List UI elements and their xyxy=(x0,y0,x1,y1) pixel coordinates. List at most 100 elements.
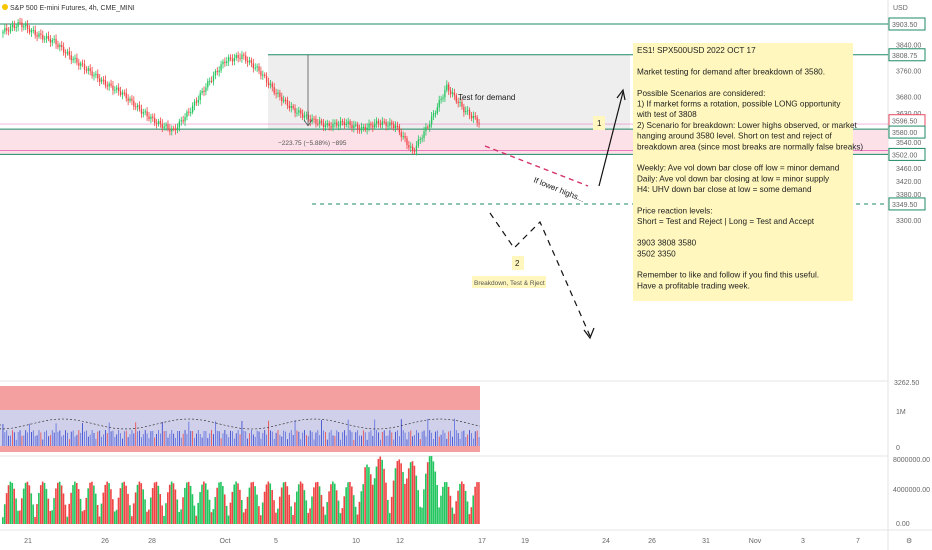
candle-body xyxy=(7,30,10,32)
volume-bar xyxy=(58,481,61,524)
candle-body xyxy=(256,66,258,68)
volume-bar xyxy=(51,510,53,524)
volume-bar xyxy=(419,506,421,524)
candle-body xyxy=(246,61,249,63)
candles-layer xyxy=(2,17,480,156)
analysis-note[interactable]: ES1! SPX500USD 2022 OCT 17 Market testing… xyxy=(633,43,863,301)
volume-bar xyxy=(347,482,349,524)
volume-bar xyxy=(144,499,146,524)
candle-body xyxy=(210,80,213,82)
volume-bar xyxy=(96,504,99,524)
price-tag-box-4 xyxy=(888,147,926,161)
candle-body xyxy=(57,44,59,48)
volume-bar xyxy=(110,489,112,524)
volume-bar xyxy=(229,502,232,524)
volume-bar xyxy=(246,496,249,524)
candle-body xyxy=(64,52,67,54)
candle-body xyxy=(216,71,218,73)
volume-bar xyxy=(151,488,154,524)
note-line-13: H4: UHV down bar close at low = some dem… xyxy=(637,185,812,194)
volume-bar xyxy=(462,483,465,524)
volume-bar xyxy=(354,506,357,524)
volume-bar xyxy=(149,497,152,524)
candle-body xyxy=(116,87,118,90)
candle-body xyxy=(112,85,114,91)
volume-bar xyxy=(267,481,270,524)
candle-body xyxy=(381,121,383,126)
candle-body xyxy=(402,135,404,137)
candle-body xyxy=(252,63,254,69)
candle-body xyxy=(423,131,425,139)
volume-bar xyxy=(24,482,27,524)
volume-bar xyxy=(32,504,34,524)
volume-bar xyxy=(423,489,425,524)
volume-bar xyxy=(136,484,139,524)
volume-bar xyxy=(430,455,433,524)
volume-bar xyxy=(201,484,203,524)
candle-body xyxy=(80,63,82,66)
candle-body xyxy=(25,24,27,27)
candle-body xyxy=(133,100,135,107)
candle-body xyxy=(110,83,112,86)
candle-body xyxy=(440,98,442,101)
candle-body xyxy=(163,126,165,128)
volume-bar xyxy=(275,512,277,524)
settings-icon[interactable]: ⚙ xyxy=(906,537,912,545)
volume-panel xyxy=(2,455,480,524)
volume-bar xyxy=(472,495,475,524)
volume-bar xyxy=(366,464,368,524)
candle-body xyxy=(389,122,391,126)
candle-body xyxy=(292,105,294,109)
candle-body xyxy=(430,116,433,125)
volume-bar xyxy=(265,484,268,524)
y-tick-1: 3760.00 xyxy=(896,69,921,76)
candle-body xyxy=(85,69,88,71)
volume-bar xyxy=(193,505,196,524)
volume-bar xyxy=(127,493,129,524)
volume-bar xyxy=(341,508,344,524)
volume-bar xyxy=(13,488,15,524)
volume-bar xyxy=(330,484,332,524)
volume-bar xyxy=(43,482,46,524)
candle-body xyxy=(125,92,127,99)
candle-body xyxy=(393,124,395,129)
candle-body xyxy=(102,79,105,81)
candle-body xyxy=(411,146,414,151)
candle-body xyxy=(391,122,393,125)
volume-bar xyxy=(125,485,127,524)
candle-body xyxy=(131,98,133,101)
candle-body xyxy=(44,38,46,40)
candle-body xyxy=(114,89,116,91)
volume-bar xyxy=(459,483,461,524)
volume-bar xyxy=(36,504,38,524)
x-tick-3: Oct xyxy=(220,538,231,545)
volume-bar xyxy=(337,500,340,524)
candle-body xyxy=(191,105,194,113)
candle-body xyxy=(220,64,222,71)
symbol-title[interactable]: S&P 500 E-mini Futures, 4h, CME_MINI xyxy=(10,5,135,12)
volume-bar xyxy=(322,506,325,524)
volume-bar xyxy=(15,498,17,524)
candle-body xyxy=(62,46,65,53)
volume-bar xyxy=(434,471,437,524)
candle-body xyxy=(264,74,266,76)
candle-body xyxy=(4,28,6,32)
x-tick-8: 19 xyxy=(521,538,529,545)
volume-bar xyxy=(3,504,6,524)
volume-bar xyxy=(297,484,300,524)
volume-bar xyxy=(220,481,222,524)
candle-body xyxy=(332,123,334,128)
candle-body xyxy=(301,113,304,118)
candle-body xyxy=(104,79,107,86)
candle-body xyxy=(362,126,365,128)
volume-bar xyxy=(256,494,258,524)
candle-body xyxy=(6,28,8,31)
volume-bar xyxy=(60,485,63,524)
candle-body xyxy=(243,54,245,56)
volume-bar xyxy=(466,501,469,524)
volume-bar xyxy=(332,481,334,524)
price-tags: 3903.50 3808.75 3596.50 3580.00 3502.00 3349.… xyxy=(888,17,926,211)
candle-body xyxy=(157,121,160,124)
volume-bar xyxy=(305,500,308,524)
candle-body xyxy=(248,60,251,63)
